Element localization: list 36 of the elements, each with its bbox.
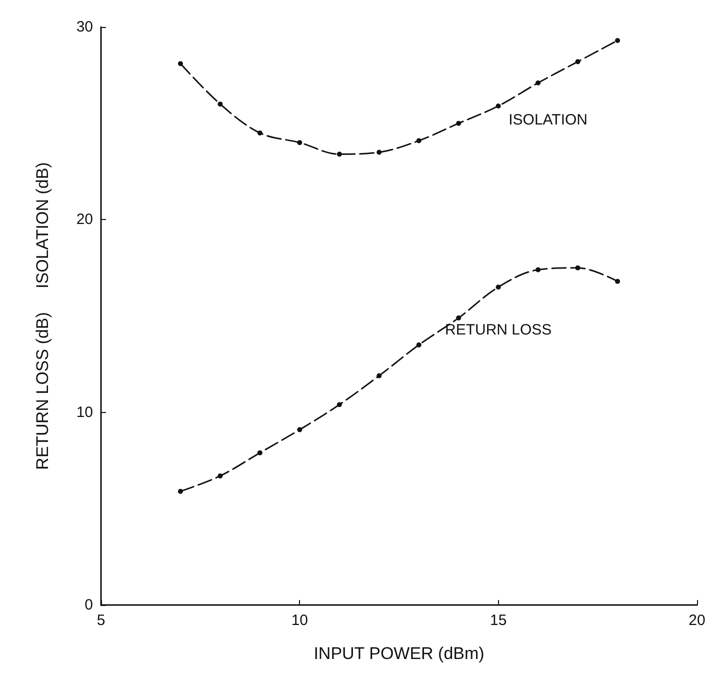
point xyxy=(336,152,342,157)
point xyxy=(496,103,501,108)
point xyxy=(376,373,382,378)
point xyxy=(257,130,262,136)
point xyxy=(178,488,183,494)
point xyxy=(496,284,501,290)
x-tick-label: 15 xyxy=(490,612,507,629)
y-tick-label: 10 xyxy=(76,404,93,421)
x-axis-title: INPUT POWER (dBm) xyxy=(314,644,484,663)
point xyxy=(416,138,422,144)
point xyxy=(456,120,462,126)
point xyxy=(456,315,462,320)
point xyxy=(297,427,302,432)
point xyxy=(615,278,620,284)
point xyxy=(218,473,223,478)
point xyxy=(178,61,183,66)
point xyxy=(257,450,262,456)
point xyxy=(575,265,580,270)
series-label: ISOLATION xyxy=(508,111,588,128)
point xyxy=(218,102,223,107)
y-axis-title: RETURN LOSS (dB) ISOLATION (dB) xyxy=(33,162,52,470)
y-tick-label: 30 xyxy=(76,18,93,36)
x-tick-label: 10 xyxy=(291,612,308,629)
x-tick-label: 5 xyxy=(96,612,106,629)
point xyxy=(376,150,382,155)
series-label: RETURN LOSS xyxy=(444,322,552,339)
point xyxy=(615,38,620,43)
point xyxy=(536,80,541,86)
y-tick-label: 0 xyxy=(84,596,93,614)
y-tick-label: 20 xyxy=(76,211,93,228)
x-tick-label: 20 xyxy=(688,612,706,629)
point xyxy=(416,342,422,348)
point xyxy=(575,59,580,64)
point xyxy=(297,140,302,146)
point xyxy=(336,402,342,408)
point xyxy=(536,267,541,272)
